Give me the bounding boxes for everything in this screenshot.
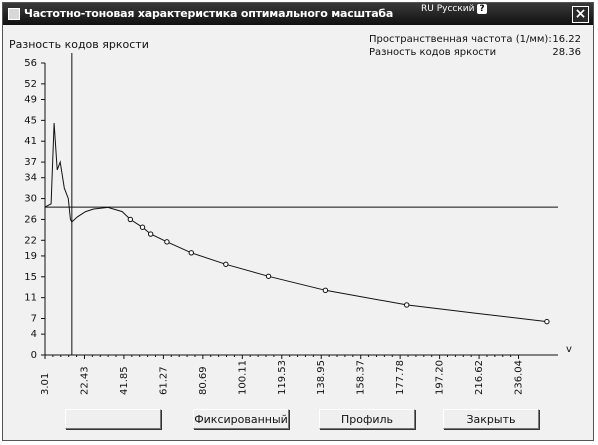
question-icon[interactable]: ?: [477, 4, 487, 14]
y-tick-label: 19: [24, 251, 37, 262]
x-tick-label: 100.11: [237, 360, 248, 395]
close-icon[interactable]: ×: [572, 6, 589, 23]
y-tick-label: 30: [24, 194, 37, 205]
y-tick-label: 7: [31, 314, 37, 325]
chart-area: 0 4 7 11 15 19 22 26 30 34 37 41 45 49 52 56 3.01 22.43 41…: [3, 25, 593, 395]
app-icon: [8, 8, 20, 20]
data-point: [403, 302, 410, 308]
data-point: [265, 273, 272, 279]
x-tick-label: 138.95: [316, 360, 327, 395]
x-tick-label: 216.62: [474, 360, 485, 395]
y-tick-label: 4: [31, 329, 37, 340]
y-tick-label: 41: [24, 136, 37, 147]
chart-svg: 0 4 7 11 15 19 22 26 30 34 37 41 45 49 52 56 3.01 22.43 41…: [24, 53, 572, 395]
language-indicator[interactable]: RU Русский: [421, 4, 475, 14]
y-tick-label: 49: [24, 95, 37, 106]
x-tick-label: 119.53: [277, 360, 288, 395]
x-tick-label: 3.01: [40, 373, 51, 395]
dialog-client: 0 4 7 11 15 19 22 26 30 34 37 41 45 49 52 56 3.01 22.43 41…: [3, 25, 593, 440]
profile-button[interactable]: Профиль: [319, 409, 415, 429]
y-axis-title: Разность кодов яркости: [9, 38, 149, 51]
data-point: [188, 250, 194, 256]
y-tick-label: 52: [24, 79, 37, 90]
fixed-button[interactable]: Фиксированный: [193, 409, 289, 429]
y-tick-label: 56: [24, 58, 37, 69]
y-tick-label: 45: [24, 115, 37, 126]
button-row: Фиксированный Профиль Закрыть: [3, 409, 593, 433]
data-point: [127, 216, 134, 223]
x-tick-label: 158.37: [356, 360, 367, 395]
series-line: [44, 122, 547, 323]
y-tick-label: 34: [24, 173, 37, 184]
data-point: [544, 318, 550, 325]
x-tick-label: 41.85: [119, 366, 130, 395]
x-tick-label: 177.78: [395, 360, 406, 395]
data-point: [147, 231, 154, 237]
y-tick-label: 11: [24, 293, 37, 304]
x-tick-label: 61.27: [158, 366, 169, 395]
data-point: [139, 224, 146, 230]
spatial-frequency-label: Пространственная частота (1/мм):: [369, 34, 552, 45]
y-tick-label: 15: [24, 272, 37, 283]
data-point: [164, 239, 170, 245]
y-tick-label: 26: [24, 214, 37, 225]
first-button[interactable]: [65, 409, 161, 429]
data-point: [322, 287, 329, 294]
close-dialog-button[interactable]: Закрыть: [443, 409, 539, 429]
x-tick-label: 22.43: [79, 366, 90, 395]
dialog-window: Частотно-тоновая характеристика оптималь…: [2, 2, 594, 441]
x-tick-label: 197.20: [435, 360, 446, 395]
window-title: Частотно-тоновая характеристика оптималь…: [24, 7, 394, 20]
data-point: [223, 261, 229, 267]
y-tick-label: 22: [24, 235, 37, 246]
brightness-difference-label: Разность кодов яркости: [369, 47, 497, 58]
brightness-difference-value: 28.36: [552, 47, 581, 58]
spatial-frequency-value: 16.22: [552, 34, 581, 45]
x-tick-label: 236.04: [514, 360, 525, 395]
x-tick-label: 80.69: [198, 366, 209, 395]
title-bar[interactable]: Частотно-тоновая характеристика оптималь…: [3, 3, 593, 25]
x-axis-title: v: [566, 344, 572, 355]
y-tick-label: 0: [31, 350, 37, 361]
y-tick-label: 37: [24, 157, 37, 168]
